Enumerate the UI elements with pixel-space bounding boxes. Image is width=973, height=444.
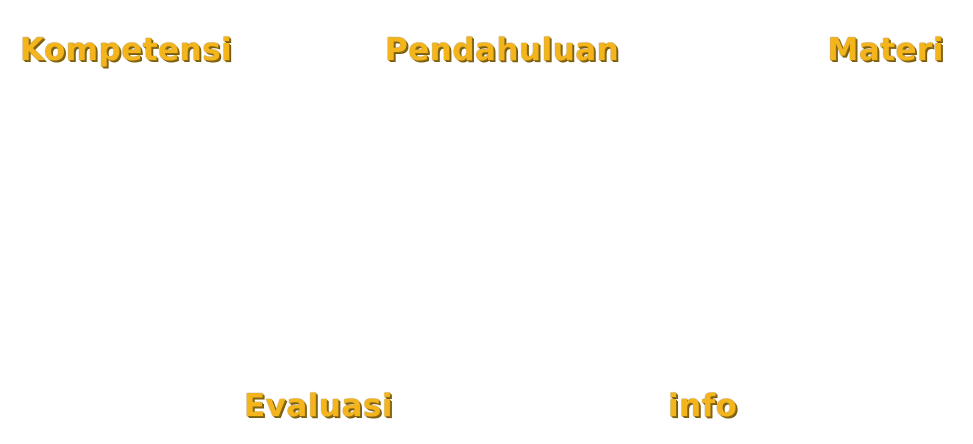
pendahuluan-button[interactable]: Pendahuluan: [385, 32, 620, 68]
evaluasi-button[interactable]: Evaluasi: [244, 388, 393, 424]
materi-button[interactable]: Materi: [827, 32, 944, 68]
kompetensi-button[interactable]: Kompetensi: [20, 32, 233, 68]
info-button[interactable]: info: [668, 388, 738, 424]
